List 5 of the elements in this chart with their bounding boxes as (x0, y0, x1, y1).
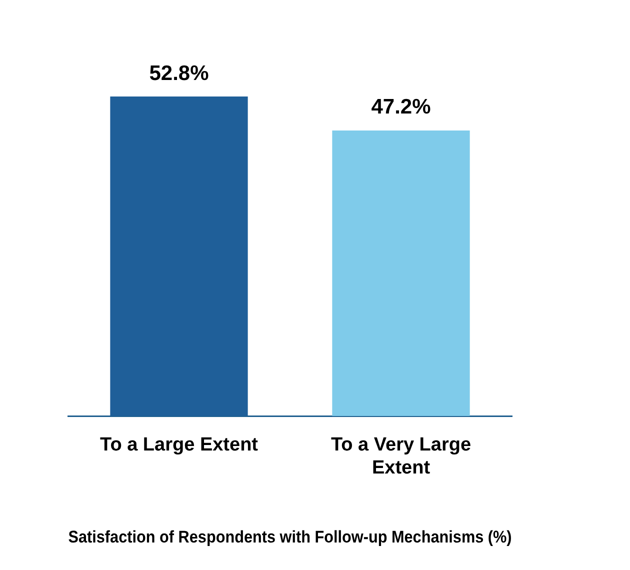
x-axis-title: Satisfaction of Respondents with Follow-up Mechanisms (%) (68, 528, 512, 547)
data-label: 47.2% (371, 96, 432, 119)
x-tick-label: To a Very Large Extent (330, 434, 472, 478)
x-tick-label: To a Large Extent (100, 434, 259, 456)
data-label: 52.8% (149, 62, 210, 85)
